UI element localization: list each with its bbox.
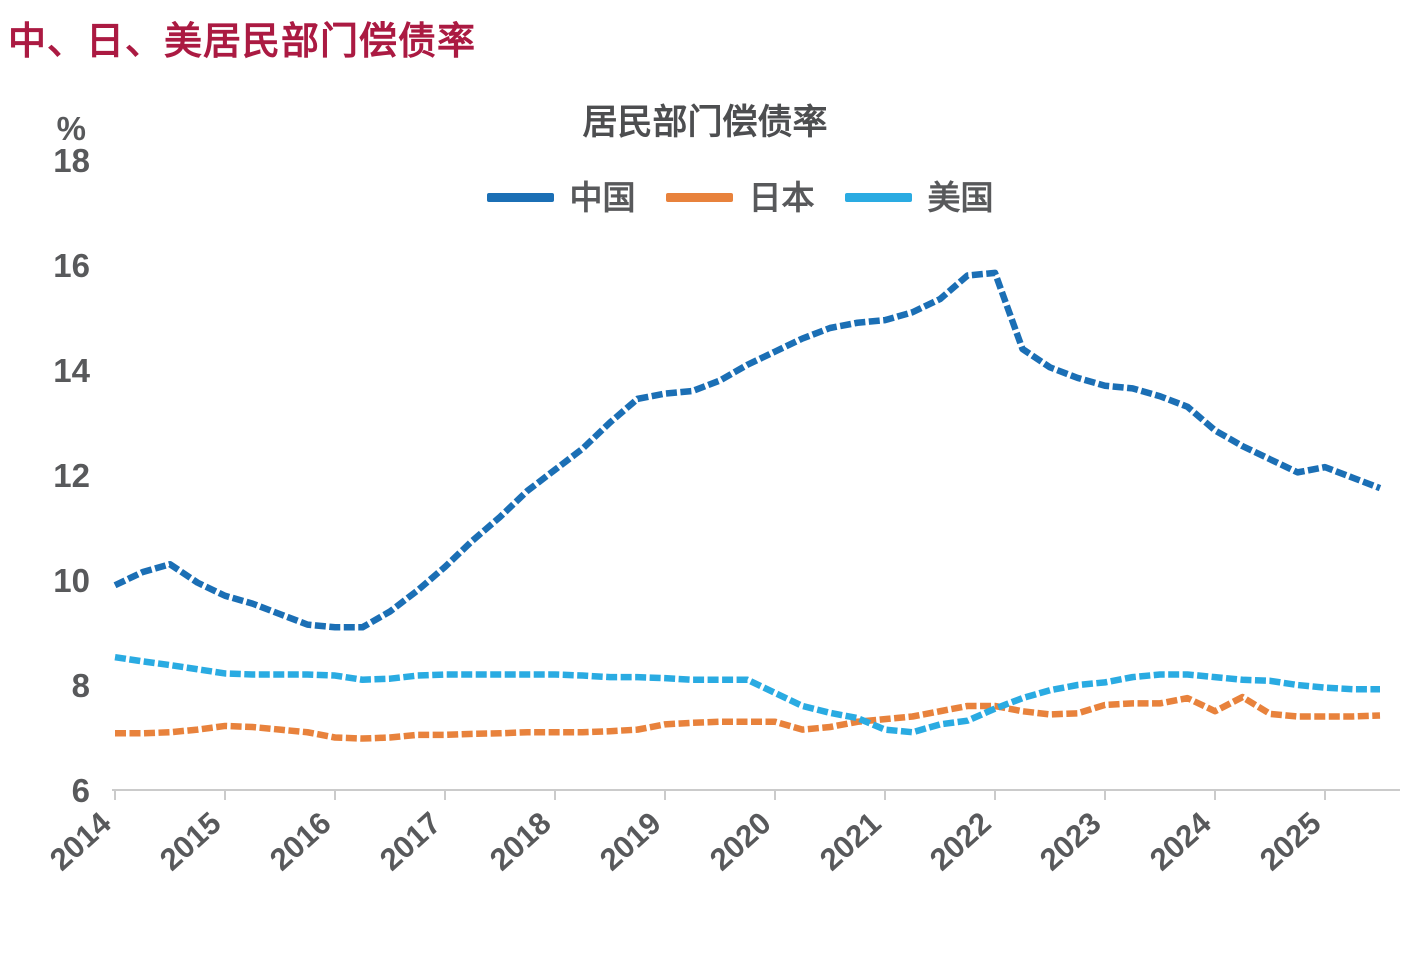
x-tick-label: 2022 xyxy=(923,805,998,877)
y-tick-label: 8 xyxy=(72,667,90,704)
series-line-us xyxy=(114,653,1380,736)
series-line-japan xyxy=(115,693,1381,742)
chart-title: 居民部门偿债率 xyxy=(582,103,828,142)
x-tick-label: 2025 xyxy=(1253,805,1328,877)
chart-legend: 中国 日本 美国 xyxy=(70,181,1410,214)
x-tick-label: 2017 xyxy=(373,805,448,877)
y-tick-label: 12 xyxy=(53,457,90,494)
x-tick-label: 2023 xyxy=(1033,805,1108,877)
y-tick-label: 10 xyxy=(53,562,90,599)
y-tick-label: 6 xyxy=(72,772,90,809)
legend-label-us: 美国 xyxy=(927,179,994,216)
x-tick-label: 2019 xyxy=(593,805,668,877)
legend-item-us: 美国 xyxy=(844,179,994,216)
y-axis-unit-label: % xyxy=(57,110,86,147)
y-tick-label: 16 xyxy=(53,247,90,284)
y-tick-label: 18 xyxy=(53,142,90,179)
legend-swatch-japan xyxy=(665,193,733,202)
x-tick-label: 2020 xyxy=(703,805,778,877)
legend-label-japan: 日本 xyxy=(748,179,815,216)
x-tick-label: 2016 xyxy=(263,805,338,877)
x-tick-label: 2024 xyxy=(1143,805,1218,878)
x-tick-label: 2021 xyxy=(813,805,888,877)
legend-item-japan: 日本 xyxy=(665,179,815,216)
page-title: 中、日、美居民部门偿债率 xyxy=(8,21,477,63)
series-line-china xyxy=(113,269,1382,631)
x-tick-label: 2015 xyxy=(153,805,228,877)
x-tick-label: 2014 xyxy=(43,805,118,878)
x-tick-label: 2018 xyxy=(483,805,558,877)
legend-item-china: 中国 xyxy=(486,179,636,216)
legend-swatch-china xyxy=(486,193,554,202)
legend-label-china: 中国 xyxy=(569,179,636,216)
legend-swatch-us xyxy=(844,193,912,202)
y-tick-label: 14 xyxy=(53,352,90,389)
